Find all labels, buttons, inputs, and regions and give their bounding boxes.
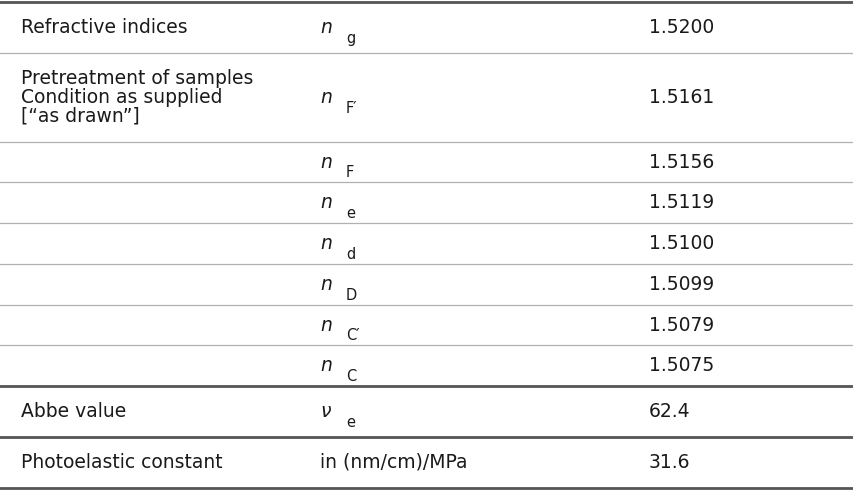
Text: C: C	[345, 369, 356, 384]
Text: D: D	[345, 288, 357, 303]
Text: n: n	[320, 153, 332, 171]
Text: F: F	[345, 166, 354, 180]
Text: n: n	[320, 234, 332, 253]
Text: n: n	[320, 18, 332, 37]
Text: g: g	[345, 31, 355, 46]
Text: 1.5099: 1.5099	[648, 275, 713, 294]
Text: 62.4: 62.4	[648, 402, 690, 421]
Text: 1.5156: 1.5156	[648, 153, 713, 171]
Text: Condition as supplied: Condition as supplied	[21, 88, 223, 107]
Text: n: n	[320, 193, 332, 212]
Text: Photoelastic constant: Photoelastic constant	[21, 453, 223, 472]
Text: F′: F′	[345, 101, 357, 116]
Text: 1.5119: 1.5119	[648, 193, 713, 212]
Text: n: n	[320, 275, 332, 294]
Text: n: n	[320, 316, 332, 334]
Text: e: e	[345, 206, 355, 221]
Text: ν: ν	[320, 402, 330, 421]
Text: [“as drawn”]: [“as drawn”]	[21, 107, 140, 126]
Text: Abbe value: Abbe value	[21, 402, 126, 421]
Text: Refractive indices: Refractive indices	[21, 18, 188, 37]
Text: d: d	[345, 247, 355, 262]
Text: 1.5079: 1.5079	[648, 316, 713, 334]
Text: n: n	[320, 356, 332, 375]
Text: C′: C′	[345, 329, 359, 343]
Text: 31.6: 31.6	[648, 453, 690, 472]
Text: 1.5100: 1.5100	[648, 234, 713, 253]
Text: 1.5200: 1.5200	[648, 18, 713, 37]
Text: Pretreatment of samples: Pretreatment of samples	[21, 69, 253, 88]
Text: e: e	[345, 415, 355, 430]
Text: 1.5075: 1.5075	[648, 356, 713, 375]
Text: in (nm/cm)/MPa: in (nm/cm)/MPa	[320, 453, 467, 472]
Text: n: n	[320, 88, 332, 107]
Text: 1.5161: 1.5161	[648, 88, 713, 107]
